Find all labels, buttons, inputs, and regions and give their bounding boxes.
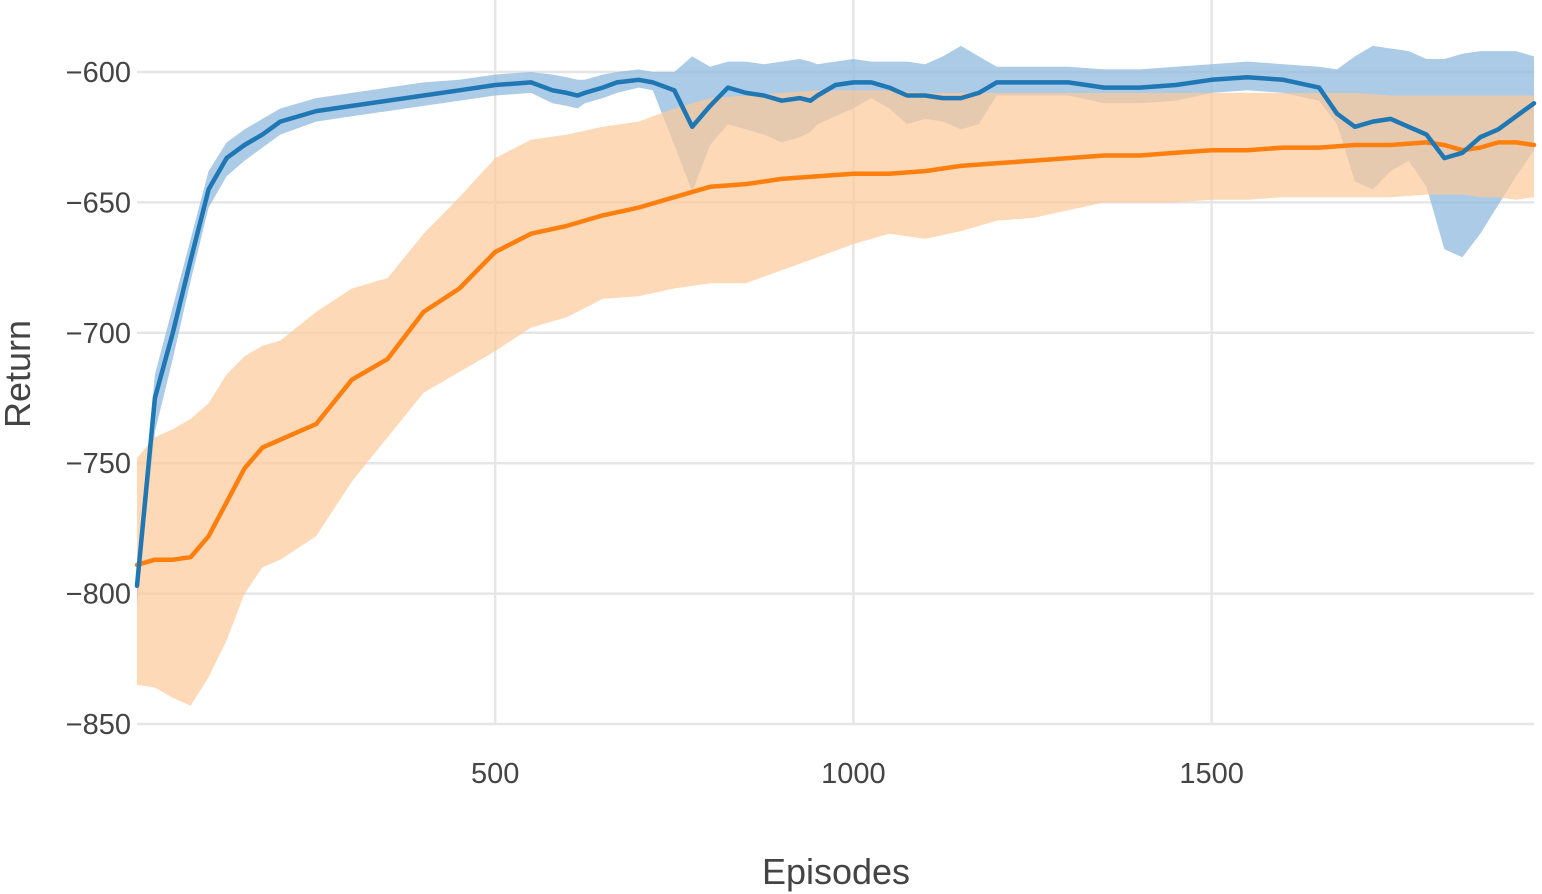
confidence-bands [137, 45, 1534, 706]
y-tick-label: −650 [66, 187, 131, 219]
series-line-1 [134, 74, 1537, 589]
x-tick-labels: 500 1000 1500 [471, 758, 1244, 790]
y-tick-label: −800 [66, 579, 131, 611]
y-tick-label: −850 [66, 709, 131, 741]
y-tick-label: −600 [66, 57, 131, 89]
x-axis-title: Episodes [762, 851, 910, 892]
x-tick-label: 1000 [821, 758, 886, 790]
y-tick-labels: −850 −800 −750 −700 −650 −600 [66, 57, 131, 741]
series-lines [134, 74, 1537, 589]
series-band-2 [137, 90, 1534, 706]
series-line-2 [134, 140, 1537, 568]
x-tick-label: 500 [471, 758, 519, 790]
y-tick-label: −750 [66, 448, 131, 480]
y-tick-label: −700 [66, 318, 131, 350]
y-axis-title: Return [0, 320, 38, 428]
x-tick-label: 1500 [1179, 758, 1244, 790]
